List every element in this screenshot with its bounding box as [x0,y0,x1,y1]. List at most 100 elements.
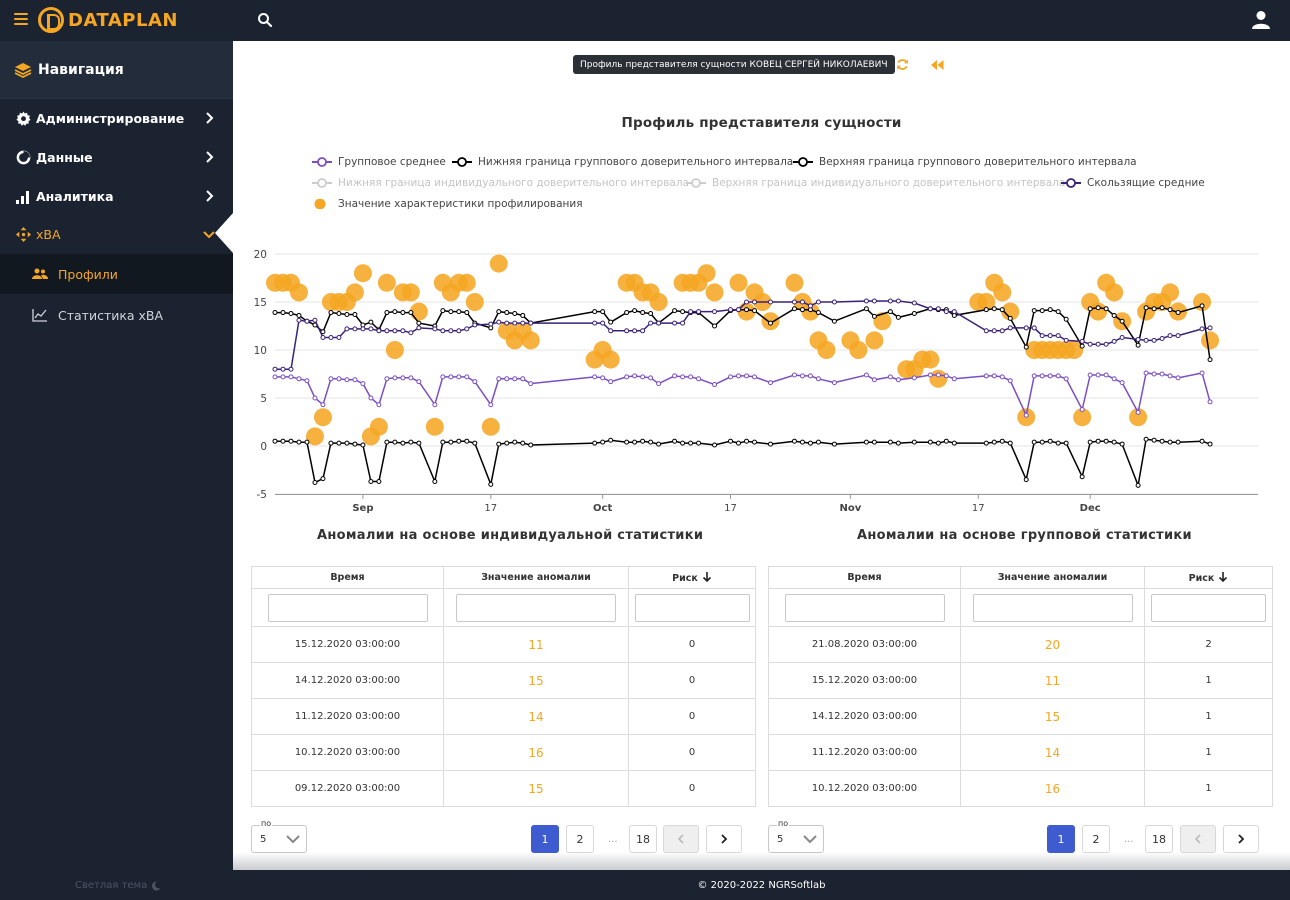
column-header-time[interactable]: Время [768,566,961,589]
page-button-2[interactable]: 2 [566,825,594,853]
legend-item[interactable]: Групповое среднее [312,156,446,168]
time-filter-input[interactable] [267,593,428,622]
series-point [1175,375,1181,381]
series-point [288,366,294,372]
series-point [680,309,686,315]
menu-toggle-icon[interactable] [14,13,28,25]
chevron-right-icon [206,190,214,202]
table-row[interactable]: 10.12.2020 03:00:00 16 1 [768,770,1273,807]
column-header-risk[interactable]: Риск [628,566,756,589]
rewind-icon[interactable] [930,59,944,71]
legend-item[interactable]: Скользящие средние [1061,177,1205,189]
series-point [911,300,917,306]
series-point [384,439,390,445]
series-point [1103,341,1109,347]
series-point [935,306,941,312]
search-icon[interactable] [257,12,273,28]
table-row[interactable]: 14.12.2020 03:00:00 15 1 [768,698,1273,735]
anomaly-value-cell: 15 [960,698,1145,735]
column-header-time[interactable]: Время [251,566,444,589]
x-tick-label: 17 [972,503,985,514]
series-point [656,381,662,387]
page-size-select[interactable]: по 5 [251,819,307,853]
series-point [1047,333,1053,339]
value-filter-input[interactable] [972,593,1133,622]
sidebar-item-data[interactable]: Данные [0,138,233,177]
sort-desc-icon[interactable] [702,571,712,582]
value-filter-input[interactable] [456,593,616,622]
sidebar-item-administration[interactable]: Администрирование [0,99,233,138]
page-button-1[interactable]: 1 [531,825,559,853]
column-header-value[interactable]: Значение аномалии [443,566,629,589]
legend-item[interactable]: Верхняя граница индивидуального доверите… [686,177,1065,189]
sidebar-item-xba[interactable]: xBA [0,215,233,254]
series-point [632,308,638,314]
column-header-value[interactable]: Значение аномалии [960,566,1145,589]
app-logo[interactable]: DATAPLAN [38,7,178,33]
refresh-icon[interactable] [896,58,909,71]
sidebar-item-profiles[interactable]: Профили [0,254,233,294]
series-point [1063,440,1069,446]
risk-filter-input[interactable] [1151,593,1266,622]
series-point [1167,373,1173,379]
table-row[interactable]: 11.12.2020 03:00:00 14 1 [768,734,1273,771]
page-size-select[interactable]: по 5 [768,819,824,853]
legend-label: Групповое среднее [338,156,446,168]
series-point [448,328,454,334]
page-button-last[interactable]: 18 [1145,825,1173,853]
series-point [831,299,837,305]
risk-filter-input[interactable] [634,593,750,622]
series-point [448,439,454,445]
series-point [336,335,342,341]
series-point [1023,477,1029,483]
logo-icon [38,7,64,33]
series-point [767,380,773,386]
table-row[interactable]: 14.12.2020 03:00:00 15 0 [251,662,756,699]
time-cell: 14.12.2020 03:00:00 [251,662,444,699]
profiling-value-point [873,312,892,331]
series-point [807,440,813,446]
column-header-risk[interactable]: Риск [1144,566,1273,589]
series-point [1111,312,1117,318]
series-point [328,440,334,446]
table-row[interactable]: 10.12.2020 03:00:00 16 0 [251,734,756,771]
time-filter-input[interactable] [784,593,945,622]
page-button-1[interactable]: 1 [1047,825,1075,853]
series-point [815,376,821,382]
sidebar-item-analytics[interactable]: Аналитика [0,177,233,216]
series-point [512,320,518,326]
series-point [504,310,510,316]
next-page-button[interactable] [706,825,742,853]
series-point [983,440,989,446]
series-point [464,374,470,380]
chevron-left-icon [1194,834,1201,844]
series-point [911,375,917,381]
series-point [416,320,422,326]
legend-item[interactable]: Нижняя граница группового доверительного… [452,156,793,168]
table-row[interactable]: 15.12.2020 03:00:00 11 0 [251,626,756,663]
user-icon[interactable] [1252,10,1270,30]
page-button-2[interactable]: 2 [1082,825,1110,853]
series-point [1095,305,1101,311]
chevron-down-icon [286,835,300,844]
sort-desc-icon[interactable] [1218,571,1228,582]
series-point [1207,441,1213,447]
next-page-button[interactable] [1223,825,1259,853]
legend-item[interactable]: Нижняя граница индивидуального доверител… [312,177,689,189]
users-icon [32,266,50,282]
risk-cell: 1 [1144,734,1273,771]
series-point [831,441,837,447]
table-row[interactable]: 15.12.2020 03:00:00 11 1 [768,662,1273,699]
time-cell: 11.12.2020 03:00:00 [768,734,961,771]
series-point [632,328,638,334]
sidebar-item-xba-statistics[interactable]: Статистика xBA [0,295,233,335]
series-point [895,440,901,446]
series-point [640,438,646,444]
legend-item[interactable]: Верхняя граница группового доверительног… [793,156,1137,168]
table-row[interactable]: 09.12.2020 03:00:00 15 0 [251,770,756,807]
legend-item[interactable]: Значение характеристики профилирования [312,198,583,210]
theme-toggle[interactable]: Светлая тема [75,880,161,891]
page-button-last[interactable]: 18 [629,825,657,853]
table-row[interactable]: 21.08.2020 03:00:00 20 2 [768,626,1273,663]
table-row[interactable]: 11.12.2020 03:00:00 14 0 [251,698,756,735]
